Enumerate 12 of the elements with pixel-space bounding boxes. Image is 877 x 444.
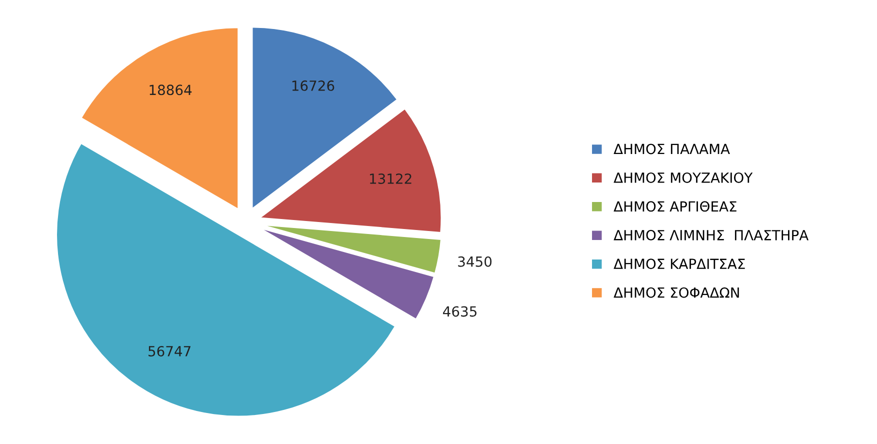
data-label: 4635 xyxy=(443,306,476,317)
data-label: 18864 xyxy=(150,84,192,96)
data-label: 3450 xyxy=(458,256,492,267)
data-label: 56747 xyxy=(148,346,190,356)
legend-label: ΔΗΜΟΣ ΠΑΛΑΜΑ xyxy=(614,144,730,154)
legend-label: ΔΗΜΟΣ ΑΡΓΙΘΕΑΣ xyxy=(614,201,736,212)
legend-label: ΔΗΜΟΣ ΜΟΥΖΑΚΙΟΥ xyxy=(614,172,753,183)
data-label: 13122 xyxy=(370,173,412,184)
legend-label: ΔΗΜΟΣ ΣΟΦΑΔΩΝ xyxy=(614,287,739,298)
legend-label: ΔΗΜΟΣ ΚΑΡΔΙΤΣΑΣ xyxy=(614,258,745,270)
legend-label: ΔΗΜΟΣ ΛΙΜΝΗΣ ΠΛΑΣΤΗΡΑ xyxy=(614,230,809,240)
data-label: 16726 xyxy=(292,80,334,91)
